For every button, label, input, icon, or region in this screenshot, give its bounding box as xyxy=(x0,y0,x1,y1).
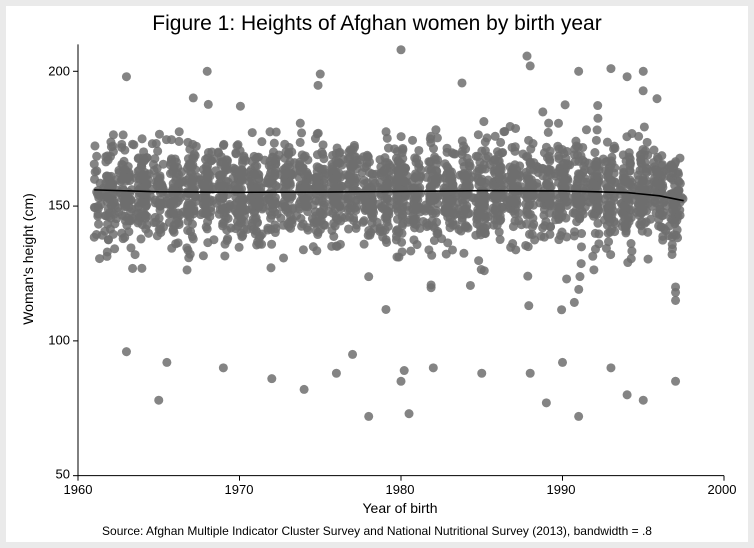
figure-outer: Figure 1: Heights of Afghan women by bir… xyxy=(0,0,754,548)
chart-title: Figure 1: Heights of Afghan women by bir… xyxy=(6,12,748,36)
scatter-plot xyxy=(78,44,724,476)
x-axis-label: Year of birth xyxy=(363,500,438,516)
tick-label: 150 xyxy=(48,198,70,213)
figure-frame: Figure 1: Heights of Afghan women by bir… xyxy=(6,6,748,542)
tick-label: 100 xyxy=(48,332,70,347)
tick-label: 1970 xyxy=(225,482,254,497)
tick-label: 1990 xyxy=(547,482,576,497)
y-axis-label: Woman's height (cm) xyxy=(20,193,36,325)
chart-source: Source: Afghan Multiple Indicator Cluste… xyxy=(6,524,748,538)
tick-label: 2000 xyxy=(708,482,737,497)
tick-label: 50 xyxy=(56,467,70,482)
tick-label: 200 xyxy=(48,63,70,78)
tick-label: 1960 xyxy=(64,482,93,497)
tick-label: 1980 xyxy=(386,482,415,497)
